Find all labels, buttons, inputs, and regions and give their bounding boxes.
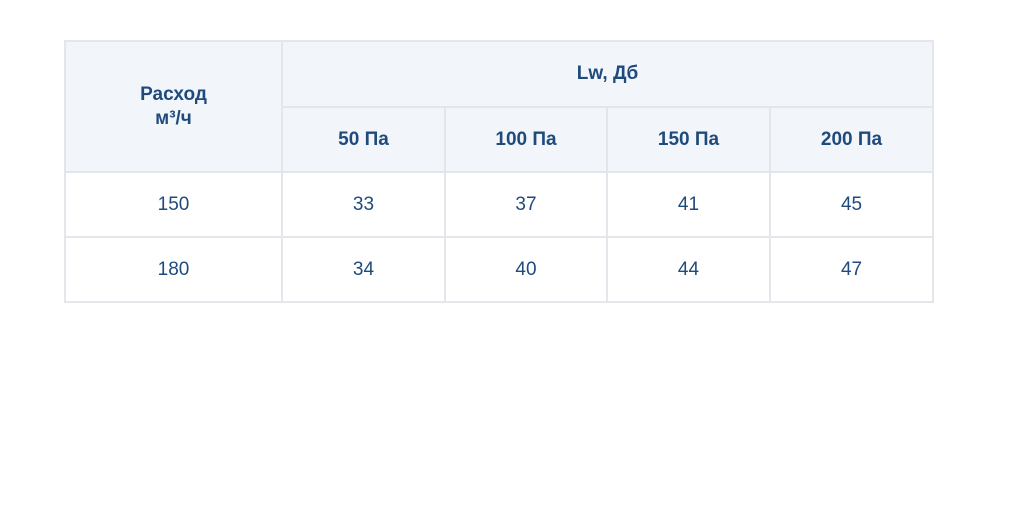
table-cell: 40 bbox=[444, 236, 608, 303]
table-row: 150 33 37 41 45 bbox=[64, 171, 935, 238]
table-row: 180 34 40 44 47 bbox=[64, 236, 935, 303]
table-cell: 41 bbox=[606, 171, 771, 238]
table-cell: 150 bbox=[64, 171, 283, 238]
table-cell: 37 bbox=[444, 171, 608, 238]
table-cell: 45 bbox=[768, 171, 935, 238]
data-table: Расход м³/ч Lw, Дб 50 Па 100 Па 150 Па 200 … bbox=[64, 40, 935, 303]
group-header: Lw, Дб bbox=[280, 40, 935, 108]
table-cell: 44 bbox=[606, 236, 771, 303]
table-cell: 34 bbox=[281, 236, 446, 303]
corner-header: Расход м³/ч bbox=[64, 40, 283, 173]
header-row: Расход м³/ч Lw, Дб bbox=[64, 40, 935, 173]
column-header: 150 Па bbox=[606, 106, 771, 173]
column-header: 200 Па bbox=[768, 106, 935, 173]
corner-label: Расход bbox=[140, 83, 207, 105]
header-row: 50 Па 100 Па 150 Па 200 Па bbox=[65, 106, 935, 173]
table-cell: 180 bbox=[64, 236, 283, 303]
table-cell: 47 bbox=[768, 236, 935, 303]
table-body: 150 33 37 41 45 180 34 40 44 47 bbox=[64, 171, 935, 303]
corner-unit: м³/ч bbox=[155, 107, 192, 129]
table-cell: 33 bbox=[281, 171, 446, 238]
column-header: 50 Па bbox=[281, 106, 446, 173]
column-header: 100 Па bbox=[444, 106, 608, 173]
